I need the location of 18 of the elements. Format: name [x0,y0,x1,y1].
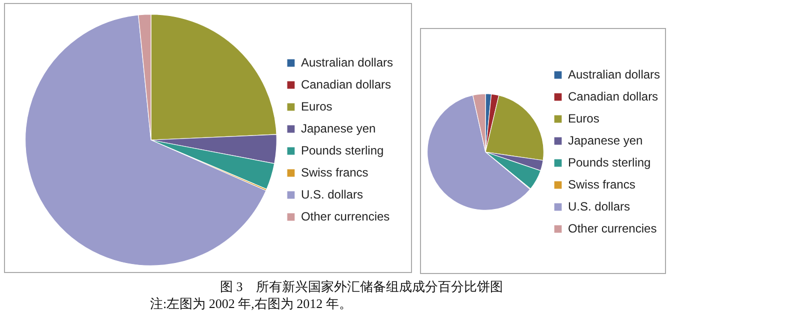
legend-label: Australian dollars [568,67,660,82]
legend-label: Australian dollars [300,55,393,70]
legend-label: Euros [300,99,332,114]
legend-label: Canadian dollars [300,77,392,92]
legend-label: Canadian dollars [568,89,658,104]
legend-label: Japanese yen [300,121,376,136]
legend-label: Swiss francs [300,165,368,180]
legend-label: Pounds sterling [568,155,651,170]
caption: 图 3 所有新兴国家外汇储备组成成分百分比饼图 [219,278,504,295]
legend-label: Japanese yen [568,133,643,148]
legend-label: Swiss francs [568,177,636,192]
legend-label: Pounds sterling [300,143,384,158]
legend-label: Other currencies [568,221,657,236]
legend-label: U.S. dollars [300,187,363,202]
text: 注:左图为 2002 年,右图为 2012 年。 [150,295,353,312]
legend-label: Euros [568,111,600,126]
legend-label: U.S. dollars [568,199,630,214]
legend-label: Other currencies [300,209,390,224]
